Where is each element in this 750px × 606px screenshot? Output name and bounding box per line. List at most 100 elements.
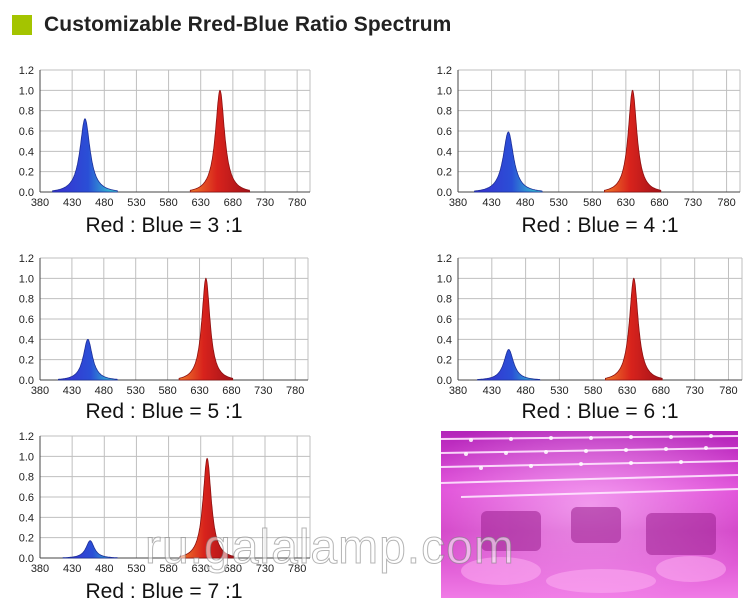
x-tick-label: 730 bbox=[256, 197, 274, 209]
x-tick-label: 780 bbox=[717, 197, 735, 209]
x-tick-label: 430 bbox=[482, 197, 500, 209]
y-tick-label: 0.0 bbox=[19, 553, 34, 565]
red-peak bbox=[179, 457, 235, 559]
blue-peak bbox=[52, 118, 118, 193]
y-tick-label: 0.8 bbox=[19, 294, 34, 306]
y-tick-label: 1.0 bbox=[437, 273, 452, 285]
y-tick-label: 0.4 bbox=[19, 146, 34, 158]
y-tick-label: 1.2 bbox=[19, 253, 34, 265]
spectrum-chart-5-1: 380 430 480 530 580 630 680 730 780 0.0 0.2 0.4 0.6 0… bbox=[0, 250, 320, 400]
x-tick-label: 530 bbox=[550, 385, 568, 397]
x-tick-label: 430 bbox=[483, 385, 501, 397]
x-tick-label: 480 bbox=[95, 563, 113, 575]
x-tick-label: 680 bbox=[224, 563, 242, 575]
y-tick-label: 0.0 bbox=[19, 187, 34, 199]
y-tick-label: 0.6 bbox=[19, 492, 34, 504]
x-tick-label: 530 bbox=[127, 385, 145, 397]
x-tick-label: 580 bbox=[159, 197, 177, 209]
x-tick-label: 730 bbox=[684, 197, 702, 209]
y-tick-label: 0.8 bbox=[437, 106, 452, 118]
y-tick-label: 0.6 bbox=[437, 126, 452, 138]
y-tick-label: 1.2 bbox=[19, 431, 34, 443]
red-peak bbox=[178, 277, 234, 381]
spectrum-chart-svg: 380 430 480 530 580 630 680 730 780 0.0 0.2 0.4 0.6 0… bbox=[19, 65, 311, 209]
ratio-caption-4-1: Red : Blue = 4 :1 bbox=[521, 214, 679, 237]
red-peak bbox=[604, 89, 662, 193]
x-tick-label: 580 bbox=[158, 385, 176, 397]
ratio-caption-7-1: Red : Blue = 7 :1 bbox=[85, 580, 243, 603]
x-tick-label: 430 bbox=[63, 563, 81, 575]
y-tick-label: 0.0 bbox=[19, 375, 34, 387]
x-tick-label: 630 bbox=[192, 197, 210, 209]
x-tick-label: 780 bbox=[286, 385, 304, 397]
y-tick-label: 0.2 bbox=[19, 533, 34, 545]
y-tick-label: 0.4 bbox=[19, 512, 34, 524]
spectrum-chart-svg: 380 430 480 530 580 630 680 730 780 0.0 0.2 0.4 0.6 0… bbox=[437, 253, 743, 397]
spectrum-chart-svg: 380 430 480 530 580 630 680 730 780 0.0 0.2 0.4 0.6 0… bbox=[437, 65, 741, 209]
x-tick-label: 530 bbox=[127, 563, 145, 575]
grid-lines bbox=[39, 257, 309, 381]
spectrum-chart-6-1: 380 430 480 530 580 630 680 730 780 0.0 0.2 0.4 0.6 0… bbox=[418, 250, 743, 400]
y-tick-label: 0.6 bbox=[19, 314, 34, 326]
x-tick-label: 630 bbox=[190, 385, 208, 397]
x-tick-label: 630 bbox=[192, 563, 210, 575]
y-tick-label: 0.6 bbox=[19, 126, 34, 138]
x-tick-label: 580 bbox=[583, 197, 601, 209]
x-tick-label: 380 bbox=[449, 197, 467, 209]
x-tick-label: 780 bbox=[288, 197, 306, 209]
x-tick-label: 430 bbox=[63, 197, 81, 209]
x-tick-label: 380 bbox=[31, 385, 49, 397]
x-tick-label: 630 bbox=[618, 385, 636, 397]
y-tick-label: 0.8 bbox=[19, 472, 34, 484]
x-tick-label: 480 bbox=[516, 385, 534, 397]
page-title: Customizable Rred-Blue Ratio Spectrum bbox=[44, 13, 452, 36]
spectrum-chart-3-1: 380 430 480 530 580 630 680 730 780 0.0 0.2 0.4 0.6 0… bbox=[0, 62, 320, 214]
y-tick-label: 0.6 bbox=[437, 314, 452, 326]
x-tick-label: 580 bbox=[584, 385, 602, 397]
y-tick-label: 1.0 bbox=[19, 451, 34, 463]
x-tick-label: 780 bbox=[288, 563, 306, 575]
y-tick-label: 1.0 bbox=[19, 273, 34, 285]
y-tick-label: 0.2 bbox=[437, 167, 452, 179]
spectrum-chart-4-1: 380 430 480 530 580 630 680 730 780 0.0 0.2 0.4 0.6 0… bbox=[418, 62, 741, 214]
x-tick-label: 730 bbox=[685, 385, 703, 397]
y-tick-label: 1.0 bbox=[437, 85, 452, 97]
x-tick-label: 480 bbox=[95, 385, 113, 397]
spectrum-chart-7-1: 380 430 480 530 580 630 680 730 780 0.0 0.2 0.4 0.6 0… bbox=[0, 428, 320, 580]
y-tick-label: 0.4 bbox=[437, 146, 452, 158]
grow-light-greenhouse-photo bbox=[441, 431, 738, 598]
x-tick-label: 680 bbox=[222, 385, 240, 397]
x-tick-label: 430 bbox=[63, 385, 81, 397]
spectrum-chart-svg: 380 430 480 530 580 630 680 730 780 0.0 0.2 0.4 0.6 0… bbox=[19, 431, 311, 575]
x-tick-label: 630 bbox=[617, 197, 635, 209]
y-tick-label: 0.4 bbox=[437, 334, 452, 346]
x-tick-label: 680 bbox=[224, 197, 242, 209]
x-tick-label: 480 bbox=[516, 197, 534, 209]
red-peak bbox=[189, 89, 251, 193]
blue-peak bbox=[58, 339, 118, 381]
x-tick-label: 380 bbox=[449, 385, 467, 397]
y-tick-label: 0.8 bbox=[19, 106, 34, 118]
grid-lines bbox=[457, 257, 743, 381]
ratio-caption-5-1: Red : Blue = 5 :1 bbox=[85, 400, 243, 423]
x-tick-label: 730 bbox=[254, 385, 272, 397]
y-tick-label: 0.0 bbox=[437, 187, 452, 199]
x-tick-label: 380 bbox=[31, 197, 49, 209]
watermark: ru.galalamp.com bbox=[145, 521, 515, 575]
spectrum-chart-svg: 380 430 480 530 580 630 680 730 780 0.0 0.2 0.4 0.6 0… bbox=[19, 253, 309, 397]
red-peak bbox=[605, 277, 663, 381]
blue-peak bbox=[474, 131, 543, 193]
blue-peak bbox=[62, 540, 118, 559]
x-tick-label: 680 bbox=[650, 197, 668, 209]
x-tick-label: 780 bbox=[719, 385, 737, 397]
x-tick-label: 530 bbox=[127, 197, 145, 209]
x-tick-label: 480 bbox=[95, 197, 113, 209]
x-tick-label: 730 bbox=[256, 563, 274, 575]
blue-peak bbox=[477, 349, 541, 381]
header: Customizable Rred-Blue Ratio Spectrum bbox=[12, 10, 451, 40]
x-tick-label: 530 bbox=[550, 197, 568, 209]
y-tick-label: 0.4 bbox=[19, 334, 34, 346]
title-accent-square bbox=[12, 15, 32, 35]
grid-lines bbox=[457, 69, 741, 193]
y-tick-label: 1.2 bbox=[437, 253, 452, 265]
